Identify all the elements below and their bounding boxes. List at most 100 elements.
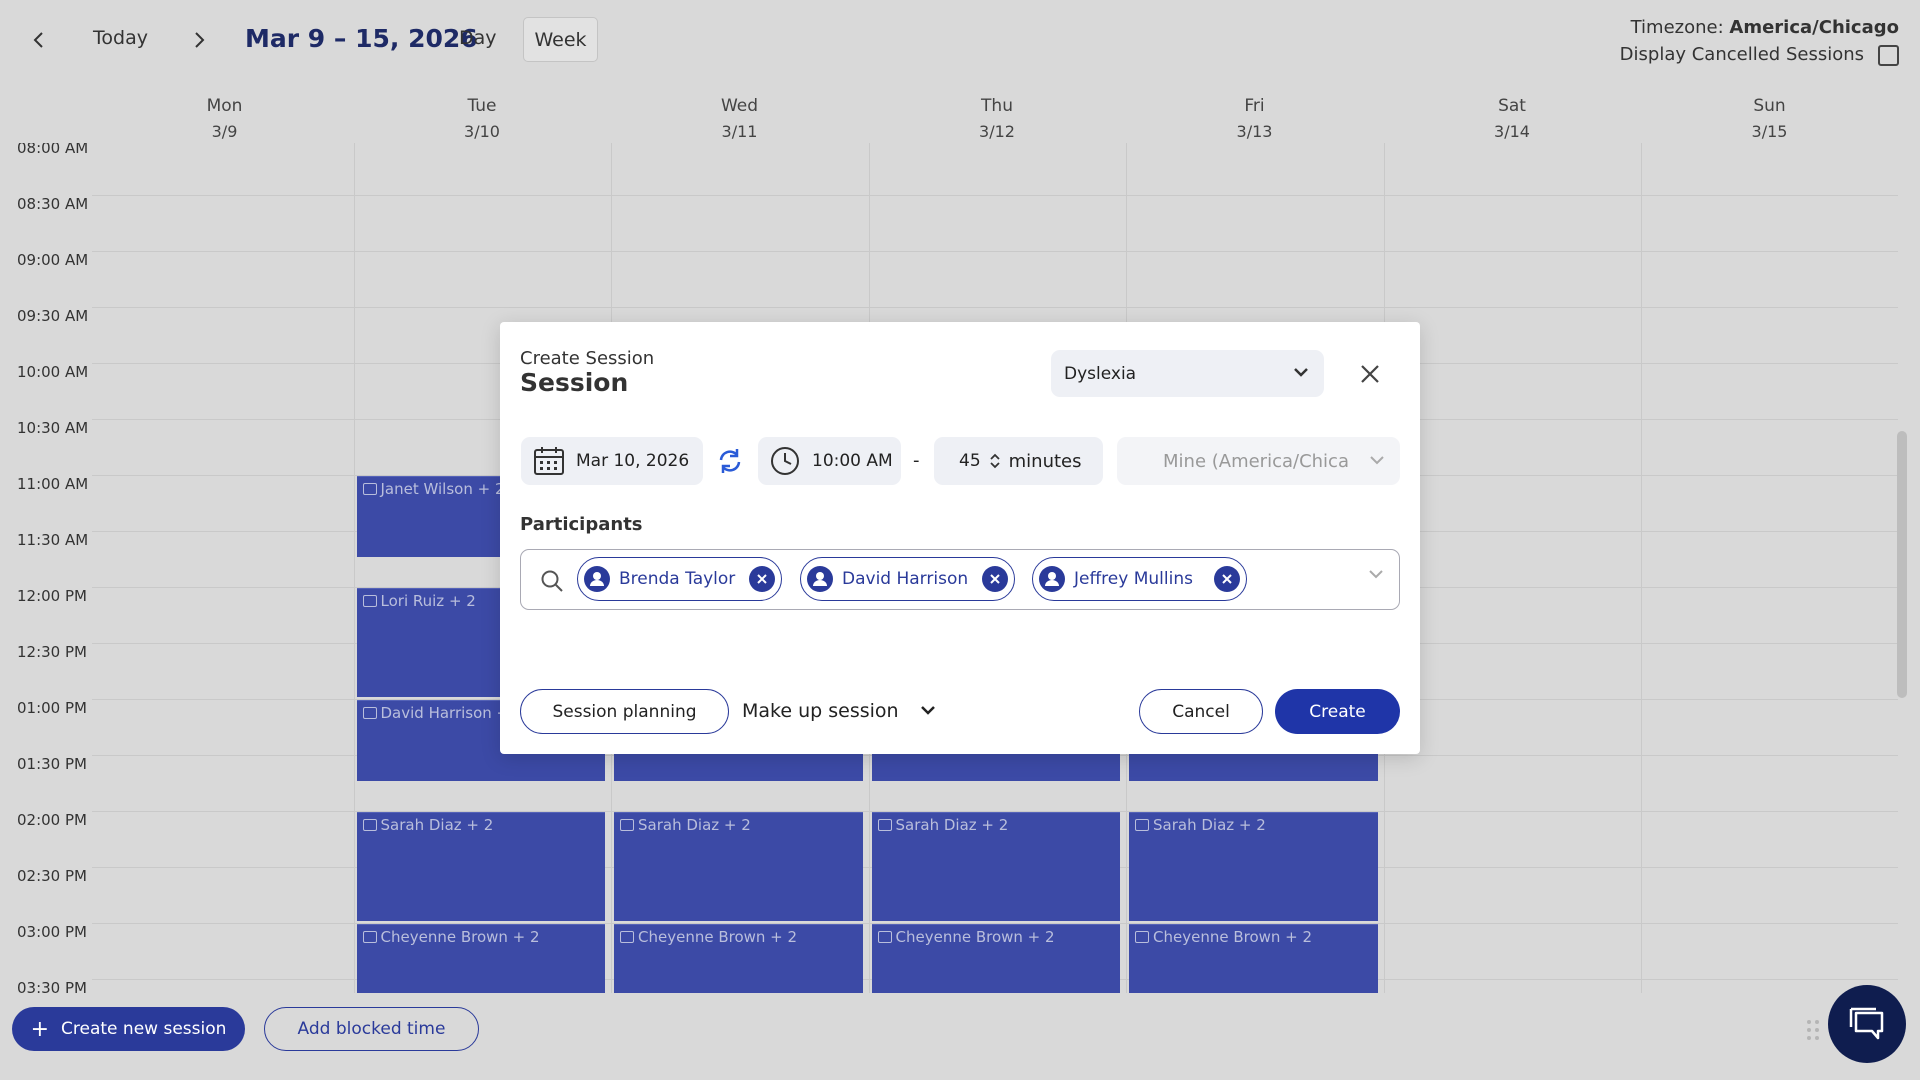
event-block: Sarah Diaz + 2 <box>614 812 863 921</box>
event-block: Cheyenne Brown + 2 <box>356 924 605 993</box>
participant-chip: Brenda Taylor <box>577 557 782 601</box>
search-icon <box>541 570 563 592</box>
scrollbar[interactable] <box>1897 431 1907 698</box>
timezone-label: Timezone: <box>1630 17 1724 38</box>
chevron-icon <box>1370 456 1384 465</box>
display-cancelled-label: Display Cancelled Sessions <box>1619 44 1864 65</box>
grid-line <box>92 195 1898 196</box>
time-label: 11:00 AM <box>17 475 89 493</box>
cancel-button[interactable]: Cancel <box>1139 689 1263 734</box>
next-button[interactable] <box>190 30 208 50</box>
session-planning-button[interactable]: Session planning <box>520 689 729 734</box>
date-value: Mar 10, 2026 <box>576 451 690 471</box>
chevron-icon <box>921 706 935 715</box>
day-name: Sat <box>1498 96 1526 116</box>
chevron-icon <box>1369 570 1383 579</box>
participants-input[interactable] <box>520 549 1400 610</box>
duration-value: 45 <box>959 451 981 471</box>
time-label: 01:30 PM <box>17 755 87 773</box>
time-label: 02:00 PM <box>17 811 87 829</box>
day-date: 3/9 <box>211 122 238 141</box>
grid-line <box>92 307 1898 308</box>
chevron-icon <box>1294 368 1308 377</box>
day-name: Tue <box>467 96 497 116</box>
day-name: Wed <box>720 96 759 116</box>
time-label: 08:00 AM <box>17 143 89 157</box>
time-label: 11:30 AM <box>17 531 89 549</box>
event-block: Sarah Diaz + 2 <box>1129 812 1378 921</box>
modal-subtitle: Create Session <box>520 348 655 369</box>
remove-participant-button[interactable] <box>1214 566 1240 592</box>
time-label: 01:00 PM <box>17 699 87 717</box>
day-name: Thu <box>981 96 1013 116</box>
program-select[interactable]: Dyslexia <box>1051 350 1324 397</box>
create-button[interactable]: Create <box>1275 689 1400 734</box>
close-button[interactable] <box>1358 362 1382 386</box>
participant-name: Jeffrey Mullins <box>1074 569 1193 589</box>
column-line <box>1641 143 1642 993</box>
day-name: Sun <box>1753 96 1786 116</box>
time-label: 09:00 AM <box>17 251 89 269</box>
event-block: Cheyenne Brown + 2 <box>1129 924 1378 993</box>
add-blocked-time-button[interactable]: Add blocked time <box>264 1007 479 1051</box>
week-view-button[interactable]: Week <box>523 17 598 62</box>
program-value: Dyslexia <box>1064 363 1137 384</box>
user-icon <box>584 566 610 592</box>
column-line <box>353 143 355 993</box>
remove-participant-button[interactable] <box>982 566 1008 592</box>
prev-button[interactable] <box>30 30 48 50</box>
chat-button[interactable] <box>1828 985 1906 1063</box>
day-date: 3/14 <box>1494 122 1530 141</box>
time-value: 10:00 AM <box>812 451 893 471</box>
day-date: 3/13 <box>1236 122 1273 141</box>
timezone-select-value: Mine (America/Chica <box>1163 450 1349 472</box>
day-view-button[interactable]: Day <box>459 27 497 49</box>
drag-handle <box>1807 1020 1819 1040</box>
timezone-value: America/Chicago <box>1729 17 1899 38</box>
remove-participant-button[interactable] <box>749 566 775 592</box>
day-date: 3/11 <box>721 122 758 141</box>
display-cancelled-checkbox[interactable] <box>1878 45 1899 66</box>
time-label: 03:00 PM <box>17 923 87 941</box>
spinner-icon <box>990 453 1000 469</box>
event-block: Sarah Diaz + 2 <box>871 812 1120 921</box>
timezone-select[interactable]: Mine (America/Chica <box>1117 437 1400 485</box>
time-label: 02:30 PM <box>17 867 87 885</box>
plus-icon: + <box>30 1016 50 1042</box>
participants-label: Participants <box>520 514 643 535</box>
today-button[interactable]: Today <box>93 27 148 49</box>
day-name: Mon <box>206 96 243 116</box>
time-label: 08:30 AM <box>17 195 89 213</box>
date-range: Mar 9 – 15, 2026 <box>245 24 478 53</box>
day-name: Fri <box>1244 96 1265 116</box>
session-type-select[interactable]: Make up session <box>742 700 899 722</box>
create-new-session-text: Create new session <box>61 1019 227 1039</box>
date-picker[interactable]: Mar 10, 2026 <box>521 437 703 485</box>
time-label: 12:30 PM <box>17 643 87 661</box>
modal-title: Session <box>520 368 629 397</box>
duration-unit: minutes <box>1008 450 1082 472</box>
timezone-info: Timezone: America/Chicago <box>1631 17 1899 38</box>
time-separator: - <box>913 450 920 471</box>
time-label: 10:30 AM <box>17 419 89 437</box>
chat-icon <box>1849 1007 1884 1040</box>
create-new-session-button[interactable]: + Create new session <box>12 1007 245 1051</box>
create-session-modal: Create Session Session Dyslexia Mar 10, … <box>500 322 1420 754</box>
user-icon <box>1039 566 1065 592</box>
participant-name: Brenda Taylor <box>619 569 736 589</box>
event-block: Cheyenne Brown + 2 <box>614 924 863 993</box>
day-date: 3/12 <box>979 122 1015 141</box>
time-picker[interactable]: 10:00 AM <box>758 437 901 485</box>
time-label: 10:00 AM <box>17 363 89 381</box>
day-date: 3/10 <box>464 122 500 141</box>
calendar-icon <box>534 447 564 475</box>
participant-name: David Harrison <box>842 569 969 589</box>
day-date: 3/15 <box>1751 122 1788 141</box>
repeat-button[interactable] <box>716 447 744 475</box>
grid-line <box>92 251 1898 252</box>
duration-input[interactable]: 45 minutes <box>934 437 1103 485</box>
event-block: Sarah Diaz + 2 <box>356 812 605 921</box>
participant-chip: Jeffrey Mullins <box>1032 557 1247 601</box>
